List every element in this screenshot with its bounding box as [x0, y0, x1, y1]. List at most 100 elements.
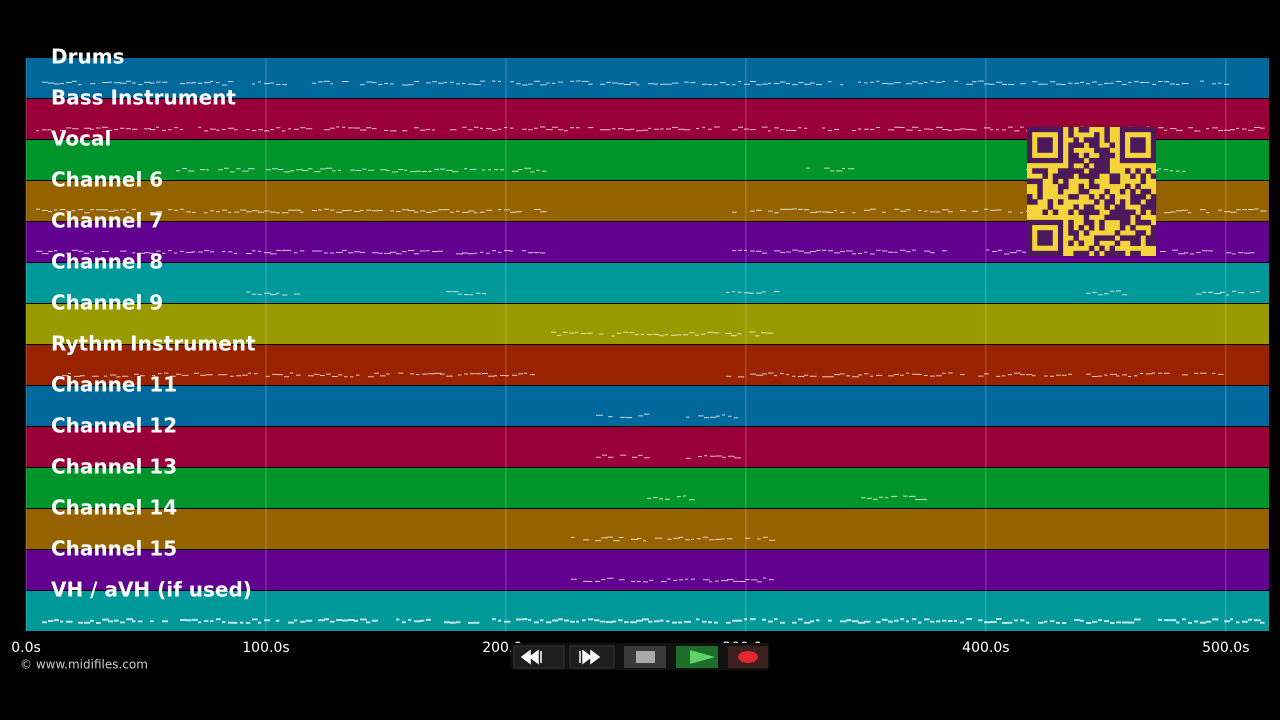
qr-module — [1150, 235, 1157, 241]
qr-module — [1109, 199, 1116, 205]
qr-module — [1073, 152, 1079, 159]
qr-module — [1099, 168, 1105, 174]
qr-module — [1063, 173, 1069, 179]
player-controls — [511, 643, 769, 670]
qr-module — [1088, 245, 1095, 252]
qr-module — [1088, 137, 1095, 143]
qr-module — [1130, 250, 1136, 257]
qr-finder — [1026, 219, 1064, 257]
qr-module — [1094, 132, 1100, 138]
qr-module — [1047, 199, 1054, 205]
qr-module — [1150, 240, 1157, 246]
qr-module — [1088, 142, 1095, 148]
qr-module — [1130, 199, 1136, 205]
qr-module — [1068, 168, 1074, 174]
note-trace — [36, 208, 547, 214]
qr-module — [1057, 199, 1064, 205]
grid — [25, 58, 1227, 632]
qr-module — [1140, 173, 1146, 179]
qr-module — [1068, 194, 1074, 200]
stop-button[interactable] — [624, 646, 666, 668]
qr-module — [1114, 250, 1121, 257]
qr-module — [1099, 225, 1105, 231]
qr-module — [1094, 142, 1100, 148]
forward-button[interactable] — [569, 645, 615, 669]
qr-module — [1109, 245, 1116, 252]
qr-module — [1073, 142, 1079, 148]
qr-module — [1125, 209, 1131, 216]
qr-module — [1078, 209, 1085, 216]
qr-module — [1068, 142, 1074, 148]
x-tick-label: 100.0s — [242, 640, 289, 656]
qr-module — [1150, 194, 1157, 200]
qr-module — [1037, 183, 1043, 190]
qr-module — [1088, 209, 1095, 216]
play-button[interactable] — [676, 646, 718, 668]
track-label: Drums — [51, 45, 124, 69]
record-button[interactable] — [728, 646, 768, 668]
qr-module — [1099, 235, 1105, 241]
qr-module — [1063, 178, 1069, 185]
qr-module — [1073, 137, 1079, 143]
note-trace — [42, 80, 1230, 86]
x-tick-label: 0.0s — [11, 640, 41, 656]
track-label: Channel 14 — [51, 496, 177, 520]
qr-module — [1094, 183, 1100, 190]
qr-module — [1125, 214, 1131, 221]
note-trace — [726, 372, 1224, 378]
x-tick-label: 400.0s — [962, 640, 1009, 656]
qr-module — [1088, 225, 1095, 231]
qr-module — [1135, 230, 1141, 236]
qr-module — [1083, 163, 1090, 169]
qr-module — [1150, 204, 1157, 210]
qr-module — [1078, 250, 1085, 257]
note-trace — [56, 372, 535, 378]
qr-module — [1042, 209, 1048, 216]
qr-module — [1032, 178, 1038, 185]
qr-module — [1140, 178, 1146, 185]
qr-module — [1119, 225, 1126, 231]
note-trace — [596, 413, 650, 419]
qr-module — [1135, 219, 1141, 226]
qr-module — [1145, 204, 1152, 210]
qr-code — [1026, 127, 1157, 257]
track-row — [26, 304, 1269, 344]
qr-module — [1109, 178, 1116, 185]
qr-module — [1104, 188, 1110, 195]
qr-module — [1150, 230, 1157, 236]
qr-module — [1119, 204, 1126, 210]
track-row — [26, 263, 1269, 303]
qr-module — [1119, 235, 1126, 241]
qr-module — [1094, 157, 1100, 164]
qr-module — [1114, 209, 1121, 216]
qr-module — [1094, 163, 1100, 169]
qr-module — [1083, 209, 1090, 216]
note-trace — [571, 577, 774, 583]
note-trace — [596, 454, 650, 459]
qr-module — [1125, 168, 1131, 174]
note-trace — [861, 495, 928, 501]
qr-module — [1063, 183, 1069, 190]
qr-module — [1083, 214, 1090, 221]
qr-module — [1109, 235, 1116, 241]
qr-module — [1140, 219, 1146, 226]
qr-module — [1104, 204, 1110, 210]
qr-module — [1068, 225, 1074, 231]
track-row — [26, 427, 1269, 467]
qr-module — [1125, 235, 1131, 241]
qr-module — [1130, 209, 1136, 216]
qr-module — [1114, 230, 1121, 236]
qr-module — [1027, 178, 1033, 185]
qr-module — [1057, 168, 1064, 174]
qr-module — [1125, 219, 1131, 226]
qr-finder-core — [1037, 137, 1053, 153]
qr-module — [1135, 240, 1141, 246]
qr-module — [1057, 183, 1064, 190]
qr-module — [1083, 152, 1090, 159]
rewind-button[interactable] — [513, 645, 565, 669]
qr-module — [1083, 137, 1090, 143]
qr-module — [1078, 240, 1085, 246]
qr-module — [1068, 219, 1074, 226]
qr-module — [1114, 173, 1121, 179]
